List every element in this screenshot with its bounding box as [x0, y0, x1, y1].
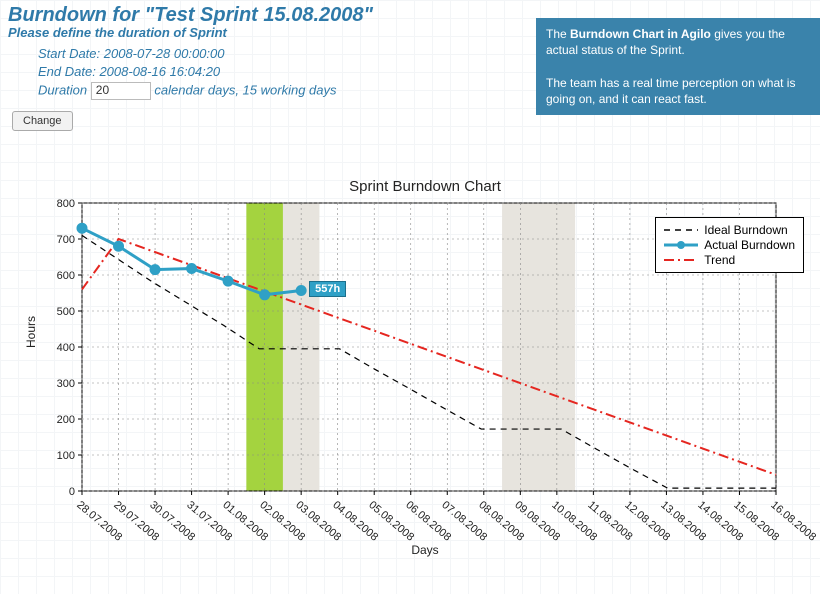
burndown-chart: Sprint Burndown Chart Hours 010020030040… — [40, 178, 810, 557]
end-date-value: 2008-08-16 16:04:20 — [99, 64, 220, 79]
legend-label: Ideal Burndown — [704, 223, 787, 237]
legend-item-trend: Trend — [664, 253, 795, 267]
change-button[interactable]: Change — [12, 111, 73, 131]
svg-text:500: 500 — [57, 306, 75, 318]
legend-label: Actual Burndown — [704, 238, 795, 252]
svg-text:400: 400 — [57, 342, 75, 354]
svg-text:200: 200 — [57, 414, 75, 426]
tip-text: The team has a real time perception on w… — [546, 76, 795, 106]
duration-label: Duration — [38, 82, 87, 97]
legend-item-actual: Actual Burndown — [664, 238, 795, 252]
chart-legend: Ideal Burndown Actual Burndown Trend — [655, 217, 804, 273]
x-axis-label: Days — [40, 543, 810, 557]
svg-text:100: 100 — [57, 450, 75, 462]
start-date-value: 2008-07-28 00:00:00 — [104, 46, 225, 61]
duration-suffix: calendar days, 15 working days — [154, 82, 336, 97]
y-axis-label: Hours — [24, 316, 38, 348]
tip-bold: Burndown Chart in Agilo — [570, 27, 711, 41]
tip-text: The — [546, 27, 570, 41]
duration-input[interactable]: 20 — [91, 82, 151, 100]
actual-point-label: 557h — [309, 281, 346, 297]
chart-title: Sprint Burndown Chart — [40, 178, 810, 195]
svg-text:0: 0 — [69, 486, 75, 497]
info-tip: The Burndown Chart in Agilo gives you th… — [536, 18, 820, 115]
legend-item-ideal: Ideal Burndown — [664, 223, 795, 237]
legend-label: Trend — [704, 253, 735, 267]
svg-text:300: 300 — [57, 378, 75, 390]
svg-text:800: 800 — [57, 198, 75, 210]
svg-text:600: 600 — [57, 270, 75, 282]
end-date-label: End Date: — [38, 64, 96, 79]
start-date-label: Start Date: — [38, 46, 100, 61]
svg-text:700: 700 — [57, 234, 75, 246]
